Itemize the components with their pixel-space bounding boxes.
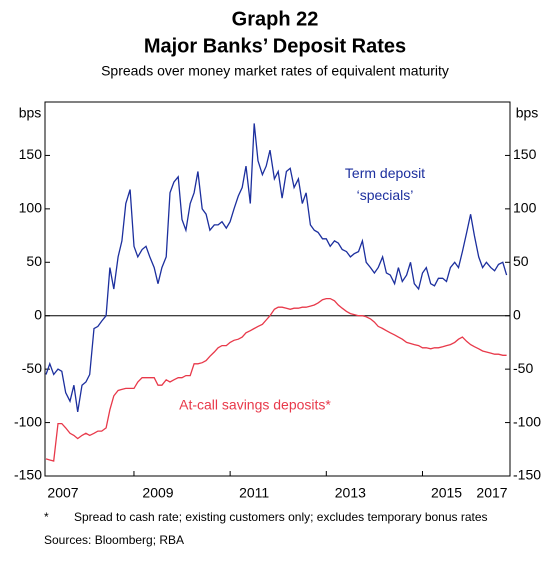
y2-tick-label: -50 — [513, 360, 533, 376]
y2-tick-label: 150 — [513, 146, 537, 162]
y2-tick-label: -150 — [513, 467, 541, 483]
footnote: Spread to cash rate; existing customers … — [74, 510, 488, 524]
series-line — [45, 123, 508, 413]
x-tick-label: 2009 — [142, 485, 173, 501]
y2-tick-label: -100 — [513, 413, 541, 429]
sources: Sources: Bloomberg; RBA — [44, 533, 185, 547]
y2-tick-label: 0 — [513, 306, 521, 322]
x-tick-label: 2015 — [431, 485, 462, 501]
notes: * Spread to cash rate; existing customer… — [44, 510, 504, 548]
x-tick-label: 2011 — [239, 485, 269, 501]
y2-axis-label: bps — [516, 105, 539, 121]
y-tick-label: -150 — [14, 467, 42, 483]
footnote-marker: * — [44, 510, 49, 524]
chart-title: Graph 22 — [232, 8, 319, 30]
y-axis-label: bps — [19, 105, 42, 121]
y2-tick-label: 100 — [513, 200, 537, 216]
x-tick-label: 2017 — [476, 485, 507, 501]
chart-subtitle: Major Banks’ Deposit Rates — [144, 35, 406, 57]
y-tick-label: -100 — [14, 413, 42, 429]
footnote-row: * Spread to cash rate; existing customer… — [44, 510, 504, 525]
series-label: Term deposit ‘specials’ — [345, 165, 425, 203]
chart-description: Spreads over money market rates of equiv… — [101, 63, 449, 79]
x-tick-label: 2007 — [47, 485, 78, 501]
chart: Graph 22 Major Banks’ Deposit Rates Spre… — [14, 8, 541, 501]
y-tick-label: 150 — [19, 146, 43, 162]
y-tick-label: -50 — [22, 360, 42, 376]
y-tick-label: 50 — [26, 253, 42, 269]
series-line — [45, 297, 507, 462]
y-tick-label: 100 — [19, 200, 43, 216]
y-tick-label: 0 — [34, 306, 42, 322]
x-tick-label: 2013 — [335, 485, 366, 501]
plot-frame — [44, 101, 511, 477]
series-label: At-call savings deposits* — [179, 397, 331, 413]
y2-tick-label: 50 — [513, 253, 529, 269]
